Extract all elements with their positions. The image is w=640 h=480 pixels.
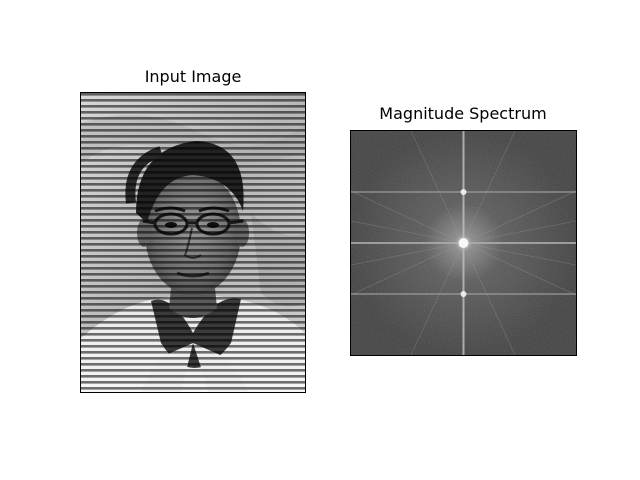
input-image-panel [80,92,306,393]
input-image-title: Input Image [144,67,242,86]
magnitude-spectrum-title: Magnitude Spectrum [379,104,547,123]
input-image [81,93,305,392]
magnitude-spectrum-panel [350,130,577,356]
magnitude-spectrum-image [351,131,576,355]
